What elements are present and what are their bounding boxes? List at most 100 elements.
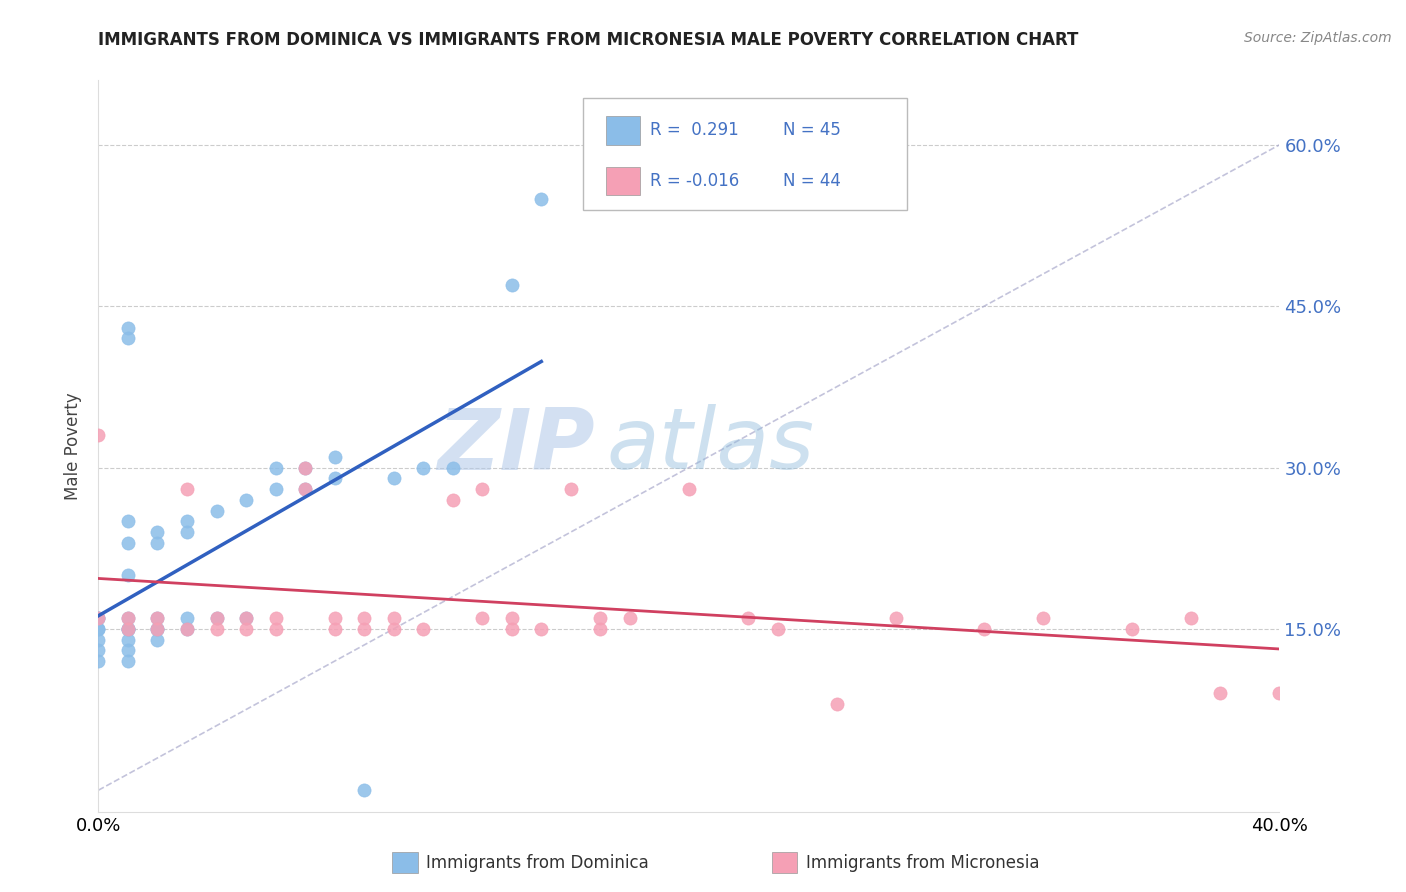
- Point: [117, 622, 139, 636]
- Point: [176, 524, 198, 539]
- Point: [589, 622, 612, 636]
- Point: [87, 632, 110, 647]
- Point: [146, 632, 169, 647]
- Point: [235, 611, 257, 625]
- Point: [294, 460, 316, 475]
- Point: [87, 643, 110, 657]
- Point: [87, 611, 110, 625]
- Point: [501, 611, 523, 625]
- Point: [441, 492, 464, 507]
- Point: [176, 622, 198, 636]
- Point: [146, 611, 169, 625]
- Point: [176, 611, 198, 625]
- Point: [1209, 686, 1232, 700]
- Point: [117, 514, 139, 528]
- Point: [382, 471, 405, 485]
- Point: [1180, 611, 1202, 625]
- Point: [766, 622, 789, 636]
- Point: [884, 611, 907, 625]
- Point: [146, 611, 169, 625]
- Point: [353, 611, 375, 625]
- Point: [441, 460, 464, 475]
- Point: [264, 622, 287, 636]
- Point: [264, 460, 287, 475]
- Point: [294, 482, 316, 496]
- Point: [87, 611, 110, 625]
- Point: [501, 277, 523, 292]
- Point: [117, 611, 139, 625]
- Point: [87, 654, 110, 668]
- Point: [323, 611, 346, 625]
- Point: [323, 622, 346, 636]
- Text: Source: ZipAtlas.com: Source: ZipAtlas.com: [1244, 31, 1392, 45]
- Point: [117, 622, 139, 636]
- Point: [117, 654, 139, 668]
- Point: [560, 482, 582, 496]
- Point: [294, 482, 316, 496]
- Point: [323, 471, 346, 485]
- Point: [87, 611, 110, 625]
- Point: [117, 622, 139, 636]
- Point: [412, 622, 434, 636]
- Point: [471, 482, 494, 496]
- Point: [471, 611, 494, 625]
- Point: [176, 482, 198, 496]
- Point: [87, 622, 110, 636]
- Point: [1032, 611, 1054, 625]
- Text: R =  0.291: R = 0.291: [650, 121, 738, 139]
- Point: [205, 611, 228, 625]
- Text: Immigrants from Dominica: Immigrants from Dominica: [426, 854, 648, 871]
- Point: [205, 503, 228, 517]
- Point: [117, 643, 139, 657]
- Point: [205, 622, 228, 636]
- Point: [737, 611, 759, 625]
- Point: [678, 482, 700, 496]
- Point: [235, 622, 257, 636]
- Point: [117, 331, 139, 345]
- Point: [264, 482, 287, 496]
- Point: [176, 622, 198, 636]
- Point: [117, 320, 139, 334]
- Point: [117, 536, 139, 550]
- Point: [235, 611, 257, 625]
- Point: [117, 611, 139, 625]
- Point: [176, 514, 198, 528]
- Text: Immigrants from Micronesia: Immigrants from Micronesia: [806, 854, 1039, 871]
- Point: [323, 450, 346, 464]
- Text: R = -0.016: R = -0.016: [650, 172, 738, 190]
- Point: [87, 622, 110, 636]
- Point: [412, 460, 434, 475]
- Point: [205, 611, 228, 625]
- Point: [530, 192, 553, 206]
- Text: IMMIGRANTS FROM DOMINICA VS IMMIGRANTS FROM MICRONESIA MALE POVERTY CORRELATION : IMMIGRANTS FROM DOMINICA VS IMMIGRANTS F…: [98, 31, 1078, 49]
- Point: [530, 622, 553, 636]
- Point: [264, 611, 287, 625]
- Point: [146, 622, 169, 636]
- Point: [117, 622, 139, 636]
- Point: [117, 632, 139, 647]
- Point: [1268, 686, 1291, 700]
- Point: [973, 622, 995, 636]
- Point: [619, 611, 641, 625]
- Point: [146, 536, 169, 550]
- Point: [353, 783, 375, 797]
- Point: [1121, 622, 1143, 636]
- Point: [235, 492, 257, 507]
- Point: [382, 611, 405, 625]
- Point: [87, 428, 110, 442]
- Text: atlas: atlas: [606, 404, 814, 488]
- Text: ZIP: ZIP: [437, 404, 595, 488]
- Point: [825, 697, 848, 711]
- Y-axis label: Male Poverty: Male Poverty: [65, 392, 83, 500]
- Point: [146, 622, 169, 636]
- Point: [294, 460, 316, 475]
- Text: N = 45: N = 45: [783, 121, 841, 139]
- Text: N = 44: N = 44: [783, 172, 841, 190]
- Point: [353, 622, 375, 636]
- Point: [117, 568, 139, 582]
- Point: [146, 524, 169, 539]
- Point: [589, 611, 612, 625]
- Point: [501, 622, 523, 636]
- Point: [382, 622, 405, 636]
- Point: [146, 622, 169, 636]
